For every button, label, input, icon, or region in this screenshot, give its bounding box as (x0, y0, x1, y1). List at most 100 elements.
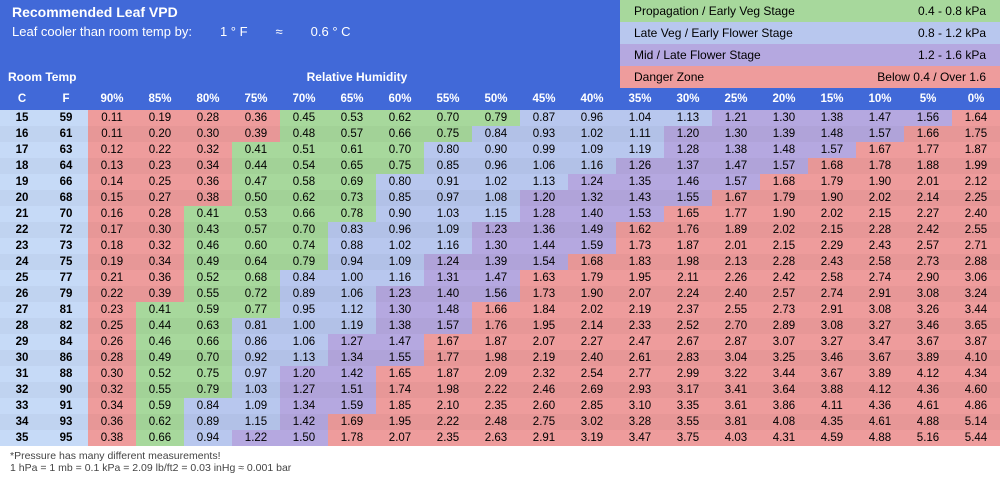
vpd-cell: 1.34 (280, 398, 328, 414)
temp-f-cell: 81 (44, 302, 88, 318)
table-row: 27810.230.410.590.770.951.121.301.481.66… (0, 302, 1000, 318)
vpd-cell: 3.55 (664, 414, 712, 430)
subtitle-c: 0.6 ° C (311, 24, 351, 40)
vpd-cell: 2.91 (520, 430, 568, 446)
vpd-cell: 0.62 (376, 110, 424, 126)
vpd-cell: 2.60 (520, 398, 568, 414)
vpd-cell: 0.80 (376, 174, 424, 190)
table-row: 33910.340.590.841.091.341.591.852.102.35… (0, 398, 1000, 414)
vpd-cell: 0.52 (136, 366, 184, 382)
vpd-cell: 3.07 (760, 334, 808, 350)
vpd-cell: 2.55 (712, 302, 760, 318)
zone-legend-label: Late Veg / Early Flower Stage (634, 26, 793, 40)
vpd-cell: 2.85 (568, 398, 616, 414)
vpd-cell: 0.92 (232, 350, 280, 366)
vpd-cell: 2.43 (856, 238, 904, 254)
relative-humidity-heading: Relative Humidity (94, 66, 620, 90)
vpd-cell: 0.36 (184, 174, 232, 190)
vpd-cell: 0.84 (280, 270, 328, 286)
vpd-cell: 1.43 (616, 190, 664, 206)
vpd-cell: 3.02 (568, 414, 616, 430)
col-header-humidity: 10% (856, 88, 904, 110)
vpd-cell: 0.38 (88, 430, 136, 446)
vpd-cell: 2.99 (664, 366, 712, 382)
vpd-cell: 3.22 (712, 366, 760, 382)
vpd-cell: 0.69 (328, 174, 376, 190)
vpd-cell: 1.57 (424, 318, 472, 334)
vpd-cell: 0.93 (520, 126, 568, 142)
vpd-cell: 1.77 (424, 350, 472, 366)
vpd-cell: 1.64 (952, 110, 1000, 126)
vpd-cell: 3.86 (760, 398, 808, 414)
vpd-cell: 1.12 (328, 302, 376, 318)
vpd-cell: 1.65 (376, 366, 424, 382)
vpd-cell: 1.31 (424, 270, 472, 286)
vpd-cell: 2.46 (520, 382, 568, 398)
vpd-cell: 2.14 (904, 190, 952, 206)
vpd-cell: 1.90 (568, 286, 616, 302)
vpd-cell: 1.22 (232, 430, 280, 446)
vpd-cell: 0.25 (88, 318, 136, 334)
table-body: 15590.110.190.280.360.450.530.620.700.79… (0, 110, 1000, 446)
vpd-cell: 2.35 (472, 398, 520, 414)
vpd-cell: 2.28 (760, 254, 808, 270)
vpd-cell: 4.12 (904, 366, 952, 382)
vpd-table: CF90%85%80%75%70%65%60%55%50%45%40%35%30… (0, 88, 1000, 446)
col-header-humidity: 0% (952, 88, 1000, 110)
vpd-cell: 0.80 (424, 142, 472, 158)
vpd-cell: 3.64 (760, 382, 808, 398)
vpd-cell: 0.90 (472, 142, 520, 158)
vpd-cell: 0.70 (376, 142, 424, 158)
temp-f-cell: 70 (44, 206, 88, 222)
vpd-cell: 1.32 (568, 190, 616, 206)
col-header-f: F (44, 88, 88, 110)
col-header-humidity: 30% (664, 88, 712, 110)
vpd-cell: 0.11 (88, 110, 136, 126)
vpd-cell: 1.08 (472, 190, 520, 206)
vpd-chart: { "colors": { "header": "#4169d8", "temp… (0, 0, 1000, 474)
zone-legend-label: Mid / Late Flower Stage (634, 48, 761, 62)
temp-f-cell: 86 (44, 350, 88, 366)
zone-legend-range: 1.2 - 1.6 kPa (918, 48, 986, 62)
vpd-cell: 0.66 (136, 430, 184, 446)
col-header-humidity: 85% (136, 88, 184, 110)
vpd-cell: 0.75 (424, 126, 472, 142)
vpd-cell: 2.93 (616, 382, 664, 398)
vpd-cell: 2.47 (616, 334, 664, 350)
col-header-humidity: 35% (616, 88, 664, 110)
col-header-humidity: 70% (280, 88, 328, 110)
vpd-cell: 1.99 (952, 158, 1000, 174)
vpd-cell: 1.06 (520, 158, 568, 174)
vpd-cell: 2.02 (808, 206, 856, 222)
vpd-cell: 0.65 (328, 158, 376, 174)
vpd-cell: 2.42 (904, 222, 952, 238)
vpd-cell: 0.55 (184, 286, 232, 302)
vpd-cell: 1.98 (472, 350, 520, 366)
vpd-cell: 0.61 (328, 142, 376, 158)
vpd-cell: 1.28 (520, 206, 568, 222)
vpd-cell: 1.30 (376, 302, 424, 318)
vpd-cell: 2.15 (856, 206, 904, 222)
vpd-cell: 1.62 (616, 222, 664, 238)
vpd-cell: 3.24 (952, 286, 1000, 302)
temp-f-cell: 61 (44, 126, 88, 142)
vpd-cell: 0.77 (232, 302, 280, 318)
temp-f-cell: 75 (44, 254, 88, 270)
col-header-humidity: 50% (472, 88, 520, 110)
vpd-cell: 0.49 (184, 254, 232, 270)
vpd-cell: 0.28 (88, 350, 136, 366)
temp-c-cell: 21 (0, 206, 44, 222)
vpd-cell: 2.88 (952, 254, 1000, 270)
footnote-2: 1 hPa = 1 mb = 0.1 kPa = 2.09 lb/ft2 = 0… (0, 462, 1000, 474)
vpd-cell: 0.96 (376, 222, 424, 238)
vpd-cell: 4.11 (808, 398, 856, 414)
vpd-cell: 0.66 (376, 126, 424, 142)
vpd-cell: 0.70 (184, 350, 232, 366)
vpd-cell: 1.78 (328, 430, 376, 446)
vpd-cell: 3.46 (904, 318, 952, 334)
vpd-cell: 0.88 (328, 238, 376, 254)
vpd-cell: 2.35 (424, 430, 472, 446)
table-row: 29840.260.460.660.861.061.271.471.671.87… (0, 334, 1000, 350)
temp-f-cell: 93 (44, 414, 88, 430)
vpd-cell: 1.76 (664, 222, 712, 238)
